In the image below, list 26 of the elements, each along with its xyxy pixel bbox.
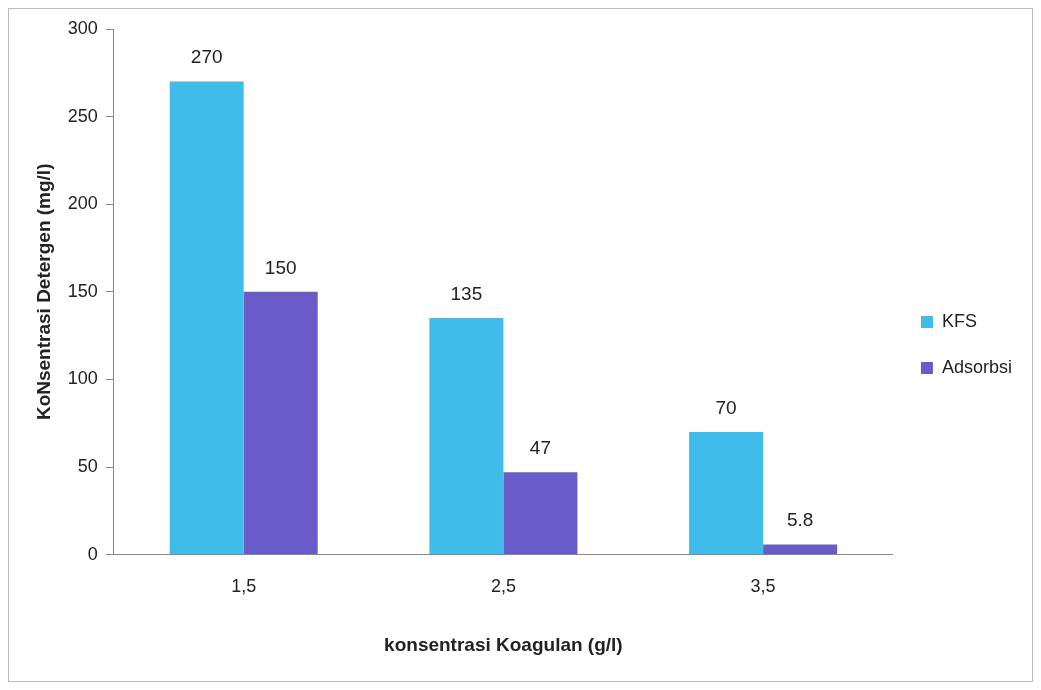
bar (169, 81, 244, 555)
bar (763, 544, 838, 555)
x-axis-title: konsentrasi Koagulan (g/l) (384, 633, 623, 655)
y-tick-label: 300 (67, 17, 98, 38)
data-label: 47 (529, 436, 551, 458)
y-tick-label: 200 (67, 193, 98, 214)
bar (243, 291, 318, 555)
bar (689, 431, 764, 555)
x-tick-label: 2,5 (490, 576, 516, 597)
data-label: 270 (190, 46, 223, 68)
data-label: 135 (450, 282, 483, 304)
y-axis-title: KoNsentrasi Detergen (mg/l) (32, 163, 54, 421)
y-tick-label: 0 (87, 543, 98, 564)
data-label: 5.8 (786, 509, 814, 531)
y-tick-label: 250 (67, 105, 98, 126)
data-label: 150 (264, 256, 297, 278)
y-tick-label: 50 (77, 455, 98, 476)
y-tick-label: 150 (67, 280, 98, 301)
legend-label: Adsorbsi (941, 356, 1012, 377)
bar (503, 472, 578, 555)
bar (429, 318, 504, 555)
x-tick-label: 3,5 (750, 576, 776, 597)
y-tick-label: 100 (67, 368, 98, 389)
data-label: 70 (715, 396, 737, 418)
legend-label: KFS (941, 310, 977, 331)
x-tick-label: 1,5 (231, 576, 257, 597)
